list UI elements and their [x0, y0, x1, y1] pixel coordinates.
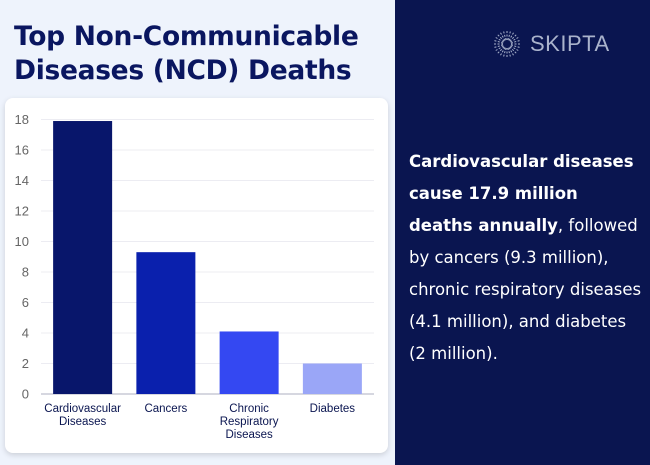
bar: [136, 252, 196, 394]
y-tick-label: 4: [22, 326, 29, 341]
x-tick-label: Diabetes: [310, 403, 356, 415]
bar-chart: 024681012141618CardiovascularDiseasesCan…: [15, 112, 374, 441]
y-tick-label: 0: [22, 387, 29, 402]
y-tick-label: 14: [15, 173, 29, 188]
info-panel: SKIPTA Cardiovascular diseases cause 17.…: [395, 0, 650, 465]
page-title: Top Non-Communicable Diseases (NCD) Deat…: [14, 20, 359, 88]
y-tick-label: 12: [15, 204, 29, 219]
x-tick-label: Cardiovascular: [44, 403, 121, 415]
y-tick-label: 6: [22, 295, 29, 310]
description-highlight: Cardiovascular diseases cause 17.9 milli…: [409, 152, 634, 235]
bar: [302, 363, 362, 394]
x-tick-label: Diseases: [225, 429, 273, 441]
y-tick-label: 10: [15, 234, 29, 249]
y-tick-label: 16: [15, 143, 29, 158]
bar: [53, 121, 113, 395]
y-tick-label: 2: [22, 356, 29, 371]
description-text: , followed by cancers (9.3 million), chr…: [409, 216, 642, 363]
title-line-1: Top Non-Communicable: [14, 21, 359, 52]
x-tick-label: Respiratory: [220, 416, 279, 428]
description: Cardiovascular diseases cause 17.9 milli…: [409, 146, 644, 370]
brand-name: SKIPTA: [530, 31, 610, 56]
chart-card: 0 2 4 6 8 10 12 14 16 18 Cardiovascular Diseases Can…: [5, 98, 388, 453]
title-line-2: Diseases (NCD) Deaths: [14, 55, 352, 86]
y-tick-label: 18: [15, 112, 29, 127]
x-tick-label: Diseases: [59, 416, 107, 428]
y-tick-label: 8: [22, 265, 29, 280]
x-tick-label: Chronic: [229, 403, 269, 415]
starburst-icon: [494, 31, 520, 57]
bar: [219, 331, 279, 394]
brand-logo: SKIPTA: [492, 29, 610, 59]
x-tick-label: Cancers: [144, 403, 187, 415]
